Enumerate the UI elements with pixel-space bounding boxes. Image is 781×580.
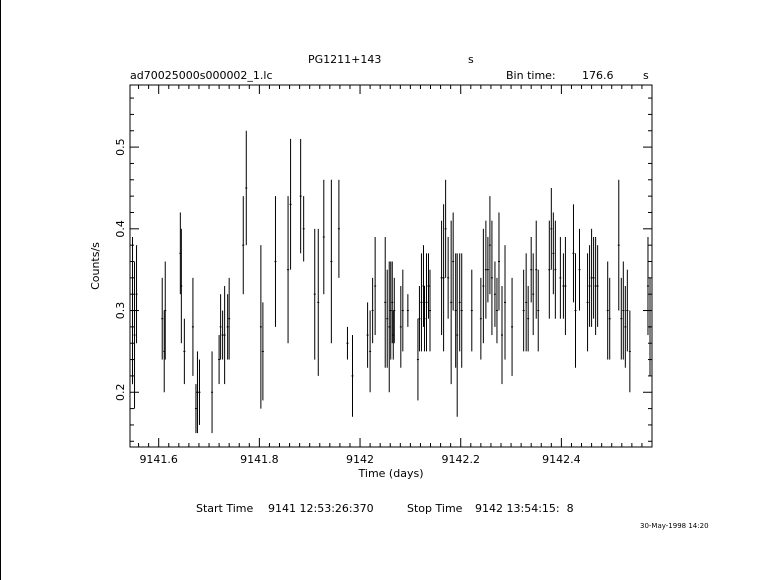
x-tick-label: 9142 xyxy=(346,453,374,466)
x-tick-label: 9142.2 xyxy=(441,453,480,466)
y-axis-title: Counts/s xyxy=(89,242,102,290)
y-axis-ticks xyxy=(130,97,652,442)
y-tick-label: 0.4 xyxy=(114,220,127,238)
start-time-label: Start Time xyxy=(196,502,254,515)
stop-time-value: 9142 13:54:15: 8 xyxy=(475,502,574,515)
start-time-value: 9141 12:53:26:370 xyxy=(268,502,374,515)
source-name-label: PG1211+143 xyxy=(308,53,381,66)
y-tick-label: 0.3 xyxy=(114,302,127,320)
plot-timestamp: 30-May-1998 14:20 xyxy=(640,522,709,530)
plot-frame xyxy=(129,84,653,448)
bin-time-label: Bin time: xyxy=(506,69,556,82)
y-tick-label: 0.2 xyxy=(114,384,127,402)
bin-time-unit: s xyxy=(643,69,649,82)
stop-time-label: Stop Time xyxy=(407,502,463,515)
light-curve-series xyxy=(131,130,651,434)
x-axis-ticks xyxy=(138,85,653,447)
x-tick-label: 9141.6 xyxy=(139,453,178,466)
x-tick-label: 9142.4 xyxy=(542,453,581,466)
x-tick-label: 9141.8 xyxy=(240,453,279,466)
x-axis-tick-labels: 9141.6 9141.8 9142 9142.2 9142.4 xyxy=(139,453,580,466)
file-name-label: ad70025000s000002_1.lc xyxy=(130,69,273,82)
source-unit-label: s xyxy=(468,53,474,66)
x-axis-title: Time (days) xyxy=(358,467,424,480)
bin-time-value: 176.6 xyxy=(582,69,614,82)
y-axis-tick-labels: 0.2 0.3 0.4 0.5 xyxy=(114,138,127,401)
y-tick-label: 0.5 xyxy=(114,138,127,156)
